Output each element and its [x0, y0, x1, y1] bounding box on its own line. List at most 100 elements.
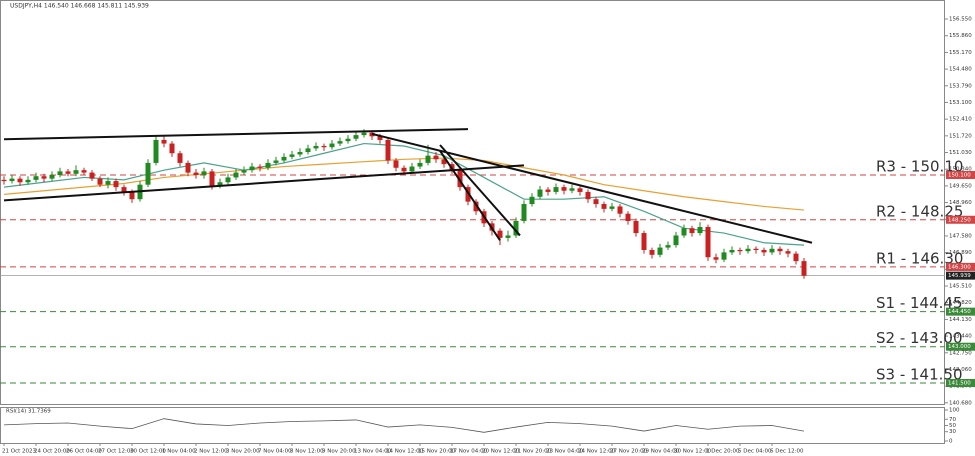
y-tick-label: 153.100	[949, 100, 972, 106]
candle-body	[401, 167, 407, 172]
candle-body	[97, 178, 103, 185]
candle-body	[289, 154, 295, 157]
candle-body	[777, 248, 783, 252]
candle-body	[705, 227, 711, 258]
candle-body	[305, 148, 311, 153]
candle-body	[33, 176, 39, 180]
y-tick-label: 148.960	[949, 200, 972, 206]
level-axis-label: 143.000	[948, 344, 971, 350]
y-tick-label: 146.890	[949, 250, 972, 256]
candle-body	[729, 249, 735, 253]
level-label: R1 - 146.30	[876, 249, 963, 267]
level-label: S1 - 144.45	[876, 294, 963, 312]
candle-body	[169, 143, 175, 154]
y-tick-label: 153.790	[949, 83, 972, 89]
candle-body	[577, 188, 583, 192]
y-tick-label: 151.720	[949, 133, 972, 139]
candle-body	[633, 220, 639, 234]
candle-body	[681, 228, 687, 236]
x-tick-label: 8 Nov 12:00	[290, 449, 324, 455]
y-tick-label: 152.410	[949, 117, 972, 123]
candle-body	[553, 187, 559, 192]
x-tick-label: 24 Nov 12:00	[578, 449, 616, 455]
candle-body	[641, 233, 647, 250]
x-tick-label: 21 Oct 2023	[2, 449, 37, 455]
rsi-tick-label: 30	[949, 429, 956, 435]
trendline	[3, 164, 525, 202]
candle-body	[537, 189, 543, 197]
level-axis-label: 150.100	[948, 173, 971, 179]
x-tick-label: 3 Nov 20:00	[226, 449, 260, 455]
candle-body	[129, 191, 135, 200]
moving-average	[3, 157, 805, 211]
y-tick-label: 142.750	[949, 350, 972, 356]
y-tick-label: 155.860	[949, 33, 972, 39]
main-panel	[0, 0, 945, 405]
candle-body	[593, 199, 599, 205]
candle-body	[265, 162, 271, 168]
rsi-tick-label: 100	[949, 408, 960, 414]
candle-body	[145, 162, 151, 185]
x-tick-label: 17 Nov 04:00	[450, 449, 488, 455]
rsi-tick-label: 0	[949, 439, 953, 445]
candle-body	[649, 249, 655, 255]
y-tick-label: 144.130	[949, 317, 972, 323]
level-axis-box	[946, 378, 975, 387]
candle-body	[161, 139, 167, 144]
candle-body	[393, 160, 399, 168]
level-axis-label: 144.450	[948, 309, 971, 315]
candle-body	[625, 213, 631, 221]
candle-body	[801, 261, 807, 276]
x-tick-label: 26 Oct 04:00	[66, 449, 102, 455]
candle-body	[737, 249, 743, 252]
rsi-line	[3, 418, 805, 433]
candle-body	[601, 204, 607, 209]
rsi-title: RSI(14) 31.7369	[6, 409, 51, 415]
x-tick-label: 2 Nov 12:00	[194, 449, 228, 455]
candle-body	[769, 248, 775, 253]
candle-body	[121, 187, 127, 192]
candle-body	[1, 179, 7, 182]
candle-body	[545, 189, 551, 192]
y-tick-label: 145.510	[949, 284, 972, 290]
x-tick-label: 27 Oct 12:00	[98, 449, 134, 455]
candle-body	[785, 251, 791, 254]
candle-body	[57, 171, 63, 176]
candle-body	[17, 178, 23, 183]
candle-body	[505, 235, 511, 238]
candle-body	[793, 253, 799, 262]
y-tick-label: 150.340	[949, 167, 972, 173]
candle-body	[41, 176, 47, 179]
candle-body	[273, 160, 279, 163]
current-price-label: 145.939	[948, 273, 971, 279]
candle-body	[281, 156, 287, 161]
candle-body	[65, 171, 71, 174]
level-axis-box	[946, 215, 975, 224]
candle-body	[193, 172, 199, 176]
candle-body	[457, 170, 463, 188]
x-tick-label: 21 Nov 20:00	[514, 449, 552, 455]
candle-body	[617, 206, 623, 214]
candle-body	[721, 252, 727, 260]
y-tick-label: 151.030	[949, 150, 972, 156]
candle-body	[377, 136, 383, 140]
level-axis-box	[946, 342, 975, 351]
level-label: R2 - 148.25	[876, 202, 963, 220]
candle-body	[345, 138, 351, 142]
candle-body	[49, 175, 55, 179]
candle-body	[409, 166, 415, 172]
x-tick-label: 14 Nov 12:00	[386, 449, 424, 455]
candle-body	[217, 182, 223, 186]
y-tick-label: 156.550	[949, 17, 972, 23]
candle-body	[521, 204, 527, 221]
candle-body	[665, 245, 671, 248]
x-tick-label: 13 Nov 04:00	[354, 449, 392, 455]
y-tick-label: 147.580	[949, 233, 972, 239]
x-tick-label: 29 Nov 04:00	[642, 449, 680, 455]
candle-body	[585, 191, 591, 200]
candle-body	[753, 248, 759, 250]
x-tick-label: 9 Nov 20:00	[322, 449, 356, 455]
x-tick-label: 24 Oct 20:00	[34, 449, 70, 455]
y-tick-label: 154.480	[949, 67, 972, 73]
level-axis-box	[946, 262, 975, 271]
